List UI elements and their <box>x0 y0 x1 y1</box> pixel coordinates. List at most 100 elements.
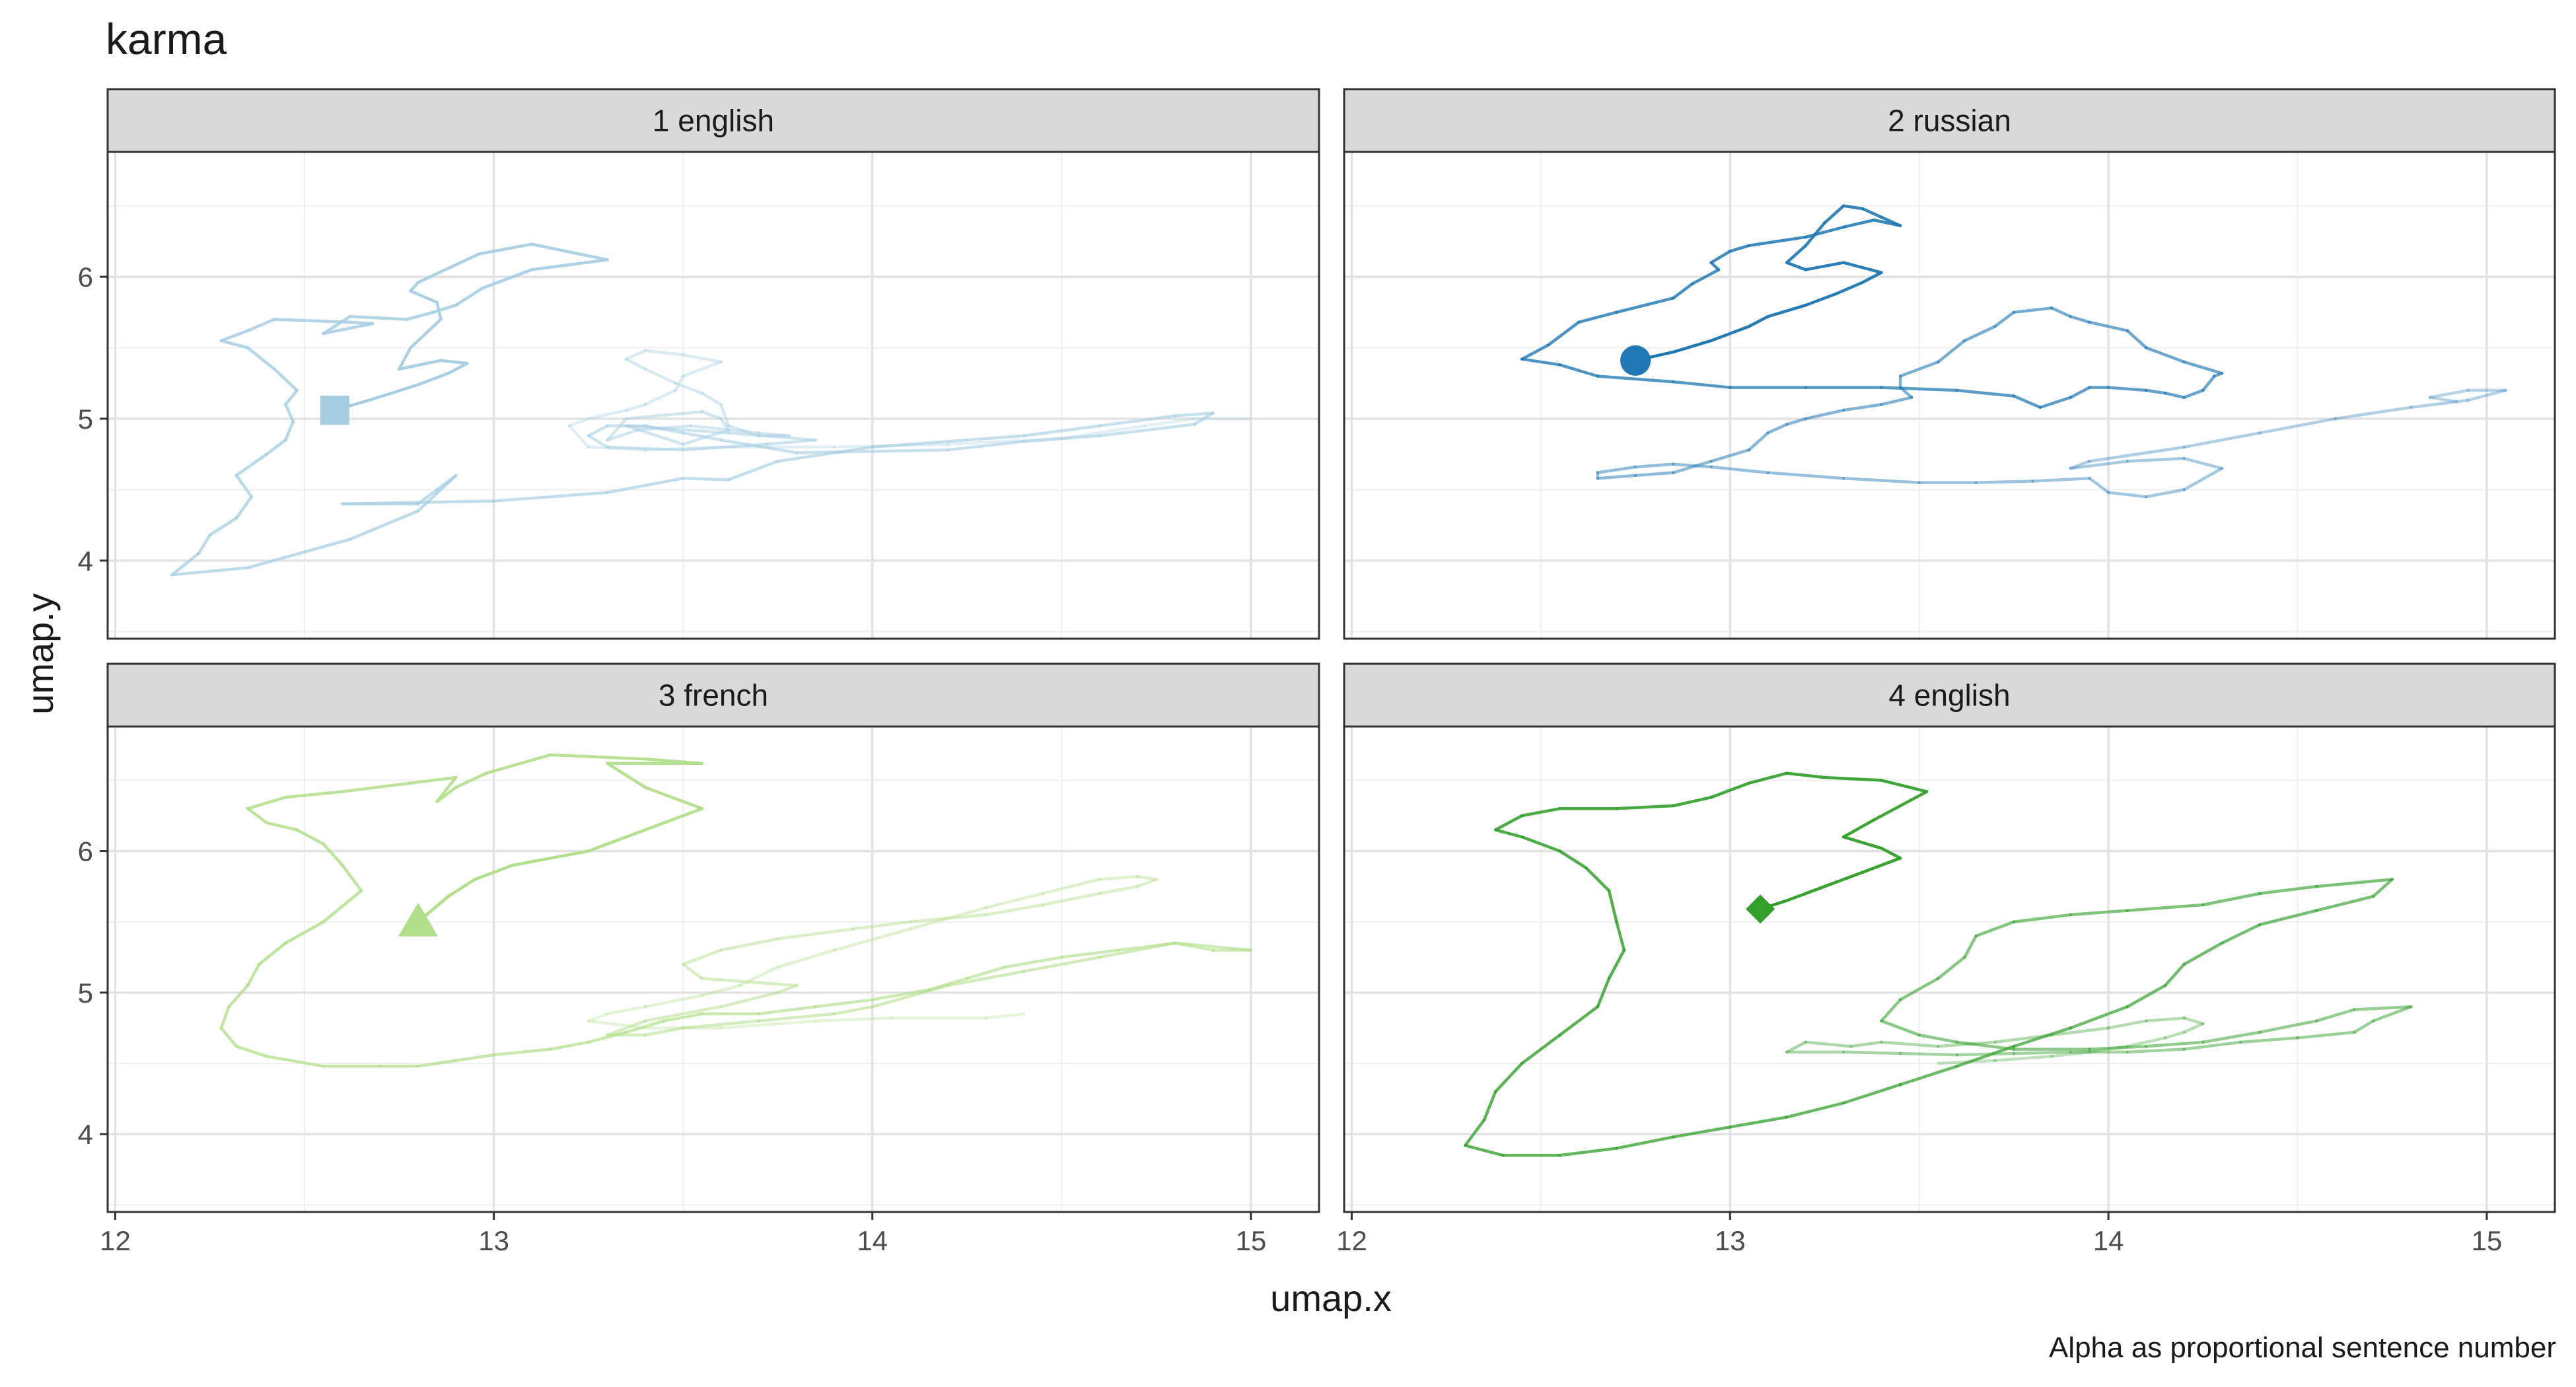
trajectory-segment <box>833 1005 874 1016</box>
trajectory-segment <box>1041 892 1101 907</box>
trajectory-segment <box>1804 292 1838 307</box>
trajectory-segment <box>1633 462 1675 469</box>
trajectory-segment <box>1464 1144 1505 1157</box>
trajectory-segment <box>643 445 723 452</box>
trajectory-segment <box>2038 396 2073 409</box>
trajectory-segment <box>1963 934 1978 959</box>
trajectory-segment <box>719 438 799 454</box>
x-tick-label: 13 <box>1715 1225 1746 1256</box>
trajectory-segment <box>1963 325 1997 343</box>
trajectory-segment <box>643 388 677 406</box>
trajectory-segment <box>1022 434 1101 443</box>
trajectory-segment <box>219 1026 238 1048</box>
trajectory-segment <box>606 1019 647 1037</box>
y-tick-label: 5 <box>78 978 93 1009</box>
trajectory-segment <box>170 551 200 577</box>
trajectory-segment <box>1993 1055 2054 1062</box>
trajectory-segment <box>1872 790 1929 822</box>
trajectory-segment <box>2050 1050 2091 1058</box>
trajectory-segment <box>1098 874 1139 881</box>
trajectory-segment <box>719 991 779 1009</box>
trajectory-segment <box>2258 884 2318 896</box>
trajectory-segment <box>322 314 352 336</box>
trajectory-segment <box>1098 941 1177 959</box>
trajectory-segment <box>624 409 704 421</box>
trajectory-segment <box>246 795 287 810</box>
trajectory-segment <box>197 533 211 555</box>
trajectory-segment <box>738 966 779 987</box>
trajectory-segment <box>1709 325 1751 343</box>
facet-strip <box>106 662 1320 728</box>
trajectory-segment <box>1993 1033 2054 1044</box>
trajectory-segment <box>606 476 685 494</box>
trajectory-segment <box>1464 1118 1486 1147</box>
trajectory-segment <box>1955 388 2016 398</box>
trajectory-segment <box>871 988 931 1001</box>
trajectory-segment <box>1842 204 1865 211</box>
trajectory-segment <box>2314 878 2394 888</box>
trajectory-segment <box>272 318 352 324</box>
panel-background <box>1344 152 2555 639</box>
trajectory-segment <box>1785 771 1826 779</box>
trajectory-segment <box>947 970 1026 987</box>
trajectory-segment <box>1520 343 1550 361</box>
trajectory-segment <box>2012 1026 2073 1048</box>
trajectory-segment <box>587 1019 647 1030</box>
trajectory-segment <box>1880 779 1929 793</box>
trajectory-segment <box>1898 360 1940 378</box>
panel-background <box>108 727 1319 1212</box>
trajectory-segment <box>1022 956 1101 973</box>
x-tick-label: 12 <box>1336 1225 1367 1256</box>
trajectory-segment <box>295 828 325 846</box>
trajectory-segment <box>2145 1040 2205 1048</box>
y-tick-label: 5 <box>78 404 93 435</box>
panel-border <box>1343 725 2556 1213</box>
trajectory-segment <box>624 1019 666 1034</box>
trajectory-segment <box>1173 411 1215 417</box>
trajectory-segment <box>1729 1116 1789 1129</box>
trajectory-segment <box>965 966 1007 980</box>
trajectory-segment <box>965 434 1026 442</box>
trajectory-segment <box>624 821 666 839</box>
trajectory-segment <box>1633 471 1675 478</box>
trajectory-segment <box>1520 807 1561 818</box>
trajectory-segment <box>719 403 731 427</box>
facet-strip <box>106 88 1320 153</box>
trajectory-segment <box>2314 1008 2356 1022</box>
trajectory-segment <box>447 878 477 898</box>
y-tick-label: 6 <box>78 262 93 293</box>
trajectory-segment <box>265 821 299 832</box>
trajectory-segment <box>719 417 731 432</box>
trajectory-segment <box>234 452 268 478</box>
trajectory-segment <box>674 374 685 392</box>
trajectory-segment <box>2069 314 2091 324</box>
trajectory-segment <box>492 491 609 503</box>
trajectory-segment <box>1872 218 1902 227</box>
trajectory-segment <box>2182 360 2224 375</box>
trajectory-segment <box>1842 818 1876 839</box>
trajectory-segment <box>1596 374 1675 384</box>
facet-strip-label: 3 french <box>659 678 768 713</box>
trajectory-segment <box>776 948 836 969</box>
trajectory-segment <box>1482 1090 1497 1121</box>
trajectory-segment <box>871 983 950 1009</box>
trajectory-segment <box>227 983 250 1009</box>
trajectory-segment <box>1098 414 1177 427</box>
trajectory-segment <box>1785 417 1808 426</box>
x-tick-label: 14 <box>2093 1225 2124 1256</box>
trajectory-segment <box>727 424 761 437</box>
trajectory-segment <box>1520 835 1561 853</box>
trajectory-segment <box>1558 1147 1618 1157</box>
trajectory-segment <box>2182 466 2224 491</box>
panel-background <box>108 152 1319 639</box>
facet-strip <box>1343 662 2556 728</box>
trajectory-segment <box>1804 225 1845 239</box>
facet-panels: 1 english 4 5 6 2 russian 3 french 4 5 6 12 13 14 15… <box>78 88 2556 1256</box>
trajectory-segment <box>2012 913 2073 923</box>
trajectory-segment <box>1060 424 1147 441</box>
trajectory-segment <box>2428 388 2470 399</box>
trajectory-segment <box>246 962 261 987</box>
trajectory-segment <box>624 357 647 371</box>
trajectory-segment <box>219 1005 231 1030</box>
